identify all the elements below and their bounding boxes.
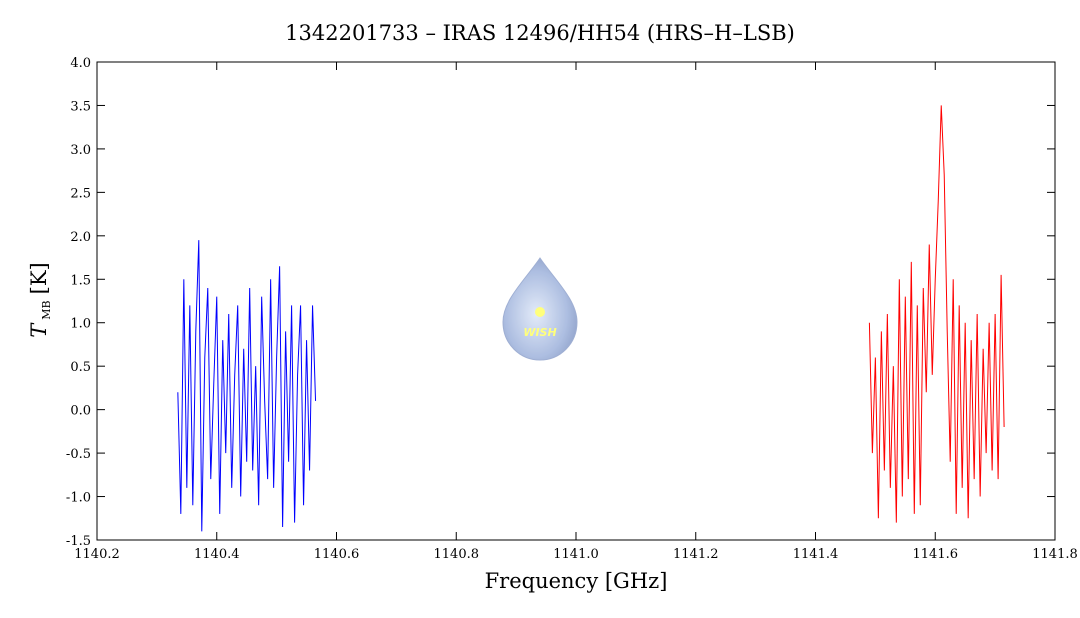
y-label-sub: MB [40,300,53,319]
y-label-symbol: T [27,322,51,338]
y-tick-label: 2.0 [70,230,91,245]
spectrum-line [868,105,1005,523]
x-tick-label: 1140.4 [194,547,240,562]
x-tick-label: 1140.6 [314,547,360,562]
y-tick-label: -1.0 [66,491,91,506]
spectrum-line [177,240,317,532]
y-tick-label: 3.5 [70,99,91,114]
x-tick-label: 1141.8 [1032,547,1078,562]
y-tick-label: -0.5 [66,447,91,462]
x-tick-label: 1141.2 [673,547,719,562]
x-tick-label: 1140.8 [434,547,480,562]
x-tick-label: 1141.6 [913,547,959,562]
x-tick-label: 1141.4 [793,547,839,562]
y-tick-label: 2.5 [70,186,91,201]
y-tick-label: 0.0 [70,404,91,419]
y-tick-label: 1.5 [70,273,91,288]
y-tick-label: 1.0 [70,317,91,332]
watermark-text: WISH [523,326,556,339]
y-tick-label: 0.5 [70,360,91,375]
y-label-unit: [K] [27,262,51,294]
chart-title: 1342201733 – IRAS 12496/HH54 (HRS–H–LSB) [285,21,795,45]
y-axis-label: T MB [K] [27,262,53,337]
x-tick-label: 1140.2 [74,547,120,562]
x-axis-label: Frequency [GHz] [485,569,668,593]
y-tick-label: 4.0 [70,56,91,71]
y-tick-label: 3.0 [70,143,91,158]
y-tick-label: -1.5 [66,534,91,549]
watermark: WISH [502,257,578,361]
x-tick-label: 1141.0 [553,547,599,562]
